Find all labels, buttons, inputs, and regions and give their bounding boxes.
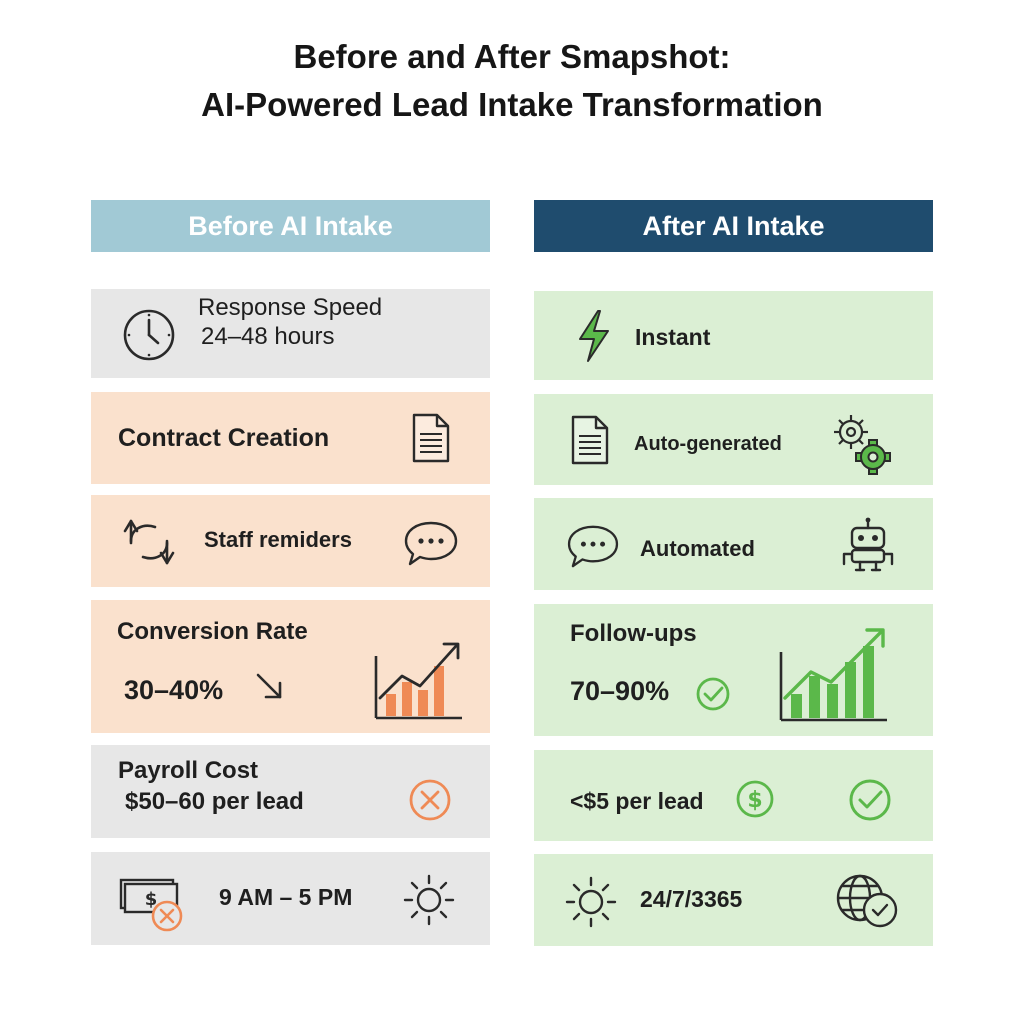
refresh-arrows-icon [123, 519, 175, 565]
svg-text:$: $ [145, 889, 158, 910]
automated-value: Automated [640, 536, 755, 561]
before-card-hours: $ 9 AM – 5 PM [91, 852, 490, 945]
after-card-contract-creation: Auto-generated [534, 394, 933, 485]
conversion-rate-value: 30–40% [124, 675, 224, 705]
lightning-icon [579, 310, 609, 362]
sun-icon [403, 874, 455, 926]
after-card-follow-ups: Follow-ups 70–90% [534, 604, 933, 736]
follow-ups-label: Follow-ups [570, 620, 697, 647]
staff-reminders-label: Staff remiders [204, 527, 352, 552]
payroll-cost-value: $50–60 per lead [125, 788, 304, 815]
before-card-contract-creation: Contract Creation [91, 392, 490, 484]
robot-icon [842, 517, 894, 572]
clock-icon [123, 309, 175, 361]
after-card-staff-reminders: Automated [534, 498, 933, 590]
after-card-hours: 24/7/3365 [534, 854, 933, 946]
chat-bubble-icon [404, 521, 458, 566]
instant-value: Instant [635, 324, 711, 350]
after-card-payroll-cost: <$5 per lead $ [534, 750, 933, 841]
bar-chart-icon [374, 642, 462, 720]
before-column-header: Before AI Intake [91, 200, 490, 252]
dollar-circle-icon: $ [736, 780, 774, 818]
check-circle-icon [696, 677, 730, 711]
gears-icon [834, 415, 891, 475]
page-title-line1: Before and After Smapshot: [293, 38, 731, 75]
response-speed-label: Response Speed [198, 294, 383, 321]
globe-clock-icon [836, 874, 898, 928]
business-hours-value: 9 AM – 5 PM [219, 884, 353, 910]
page-title-line2: AI-Powered Lead Intake Transformation [201, 86, 823, 123]
conversion-rate-label: Conversion Rate [117, 618, 308, 645]
svg-text:$: $ [747, 788, 762, 813]
sun-icon [565, 876, 617, 928]
before-card-conversion-rate: Conversion Rate 30–40% [91, 600, 490, 733]
bar-chart-icon [779, 628, 887, 722]
after-card-response-speed: Instant [534, 291, 933, 380]
follow-ups-value: 70–90% [570, 676, 670, 706]
availability-value: 24/7/3365 [640, 886, 743, 912]
document-icon [412, 413, 450, 463]
check-circle-icon [849, 779, 891, 821]
contract-creation-label: Contract Creation [118, 424, 330, 452]
cost-per-lead-value: <$5 per lead [570, 788, 704, 814]
before-card-response-speed: Response Speed 24–48 hours [91, 289, 490, 378]
document-icon [571, 415, 609, 465]
before-card-staff-reminders: Staff remiders [91, 495, 490, 587]
payroll-cost-label: Payroll Cost [118, 757, 259, 784]
response-speed-value: 24–48 hours [201, 323, 335, 350]
auto-generated-value: Auto-generated [634, 433, 782, 455]
down-arrow-icon [256, 673, 282, 699]
after-column-header: After AI Intake [534, 200, 933, 252]
cash-cancel-icon: $ [119, 878, 183, 932]
x-circle-icon [409, 779, 451, 821]
chat-bubble-icon [567, 525, 619, 568]
before-card-payroll-cost: Payroll Cost $50–60 per lead [91, 745, 490, 838]
